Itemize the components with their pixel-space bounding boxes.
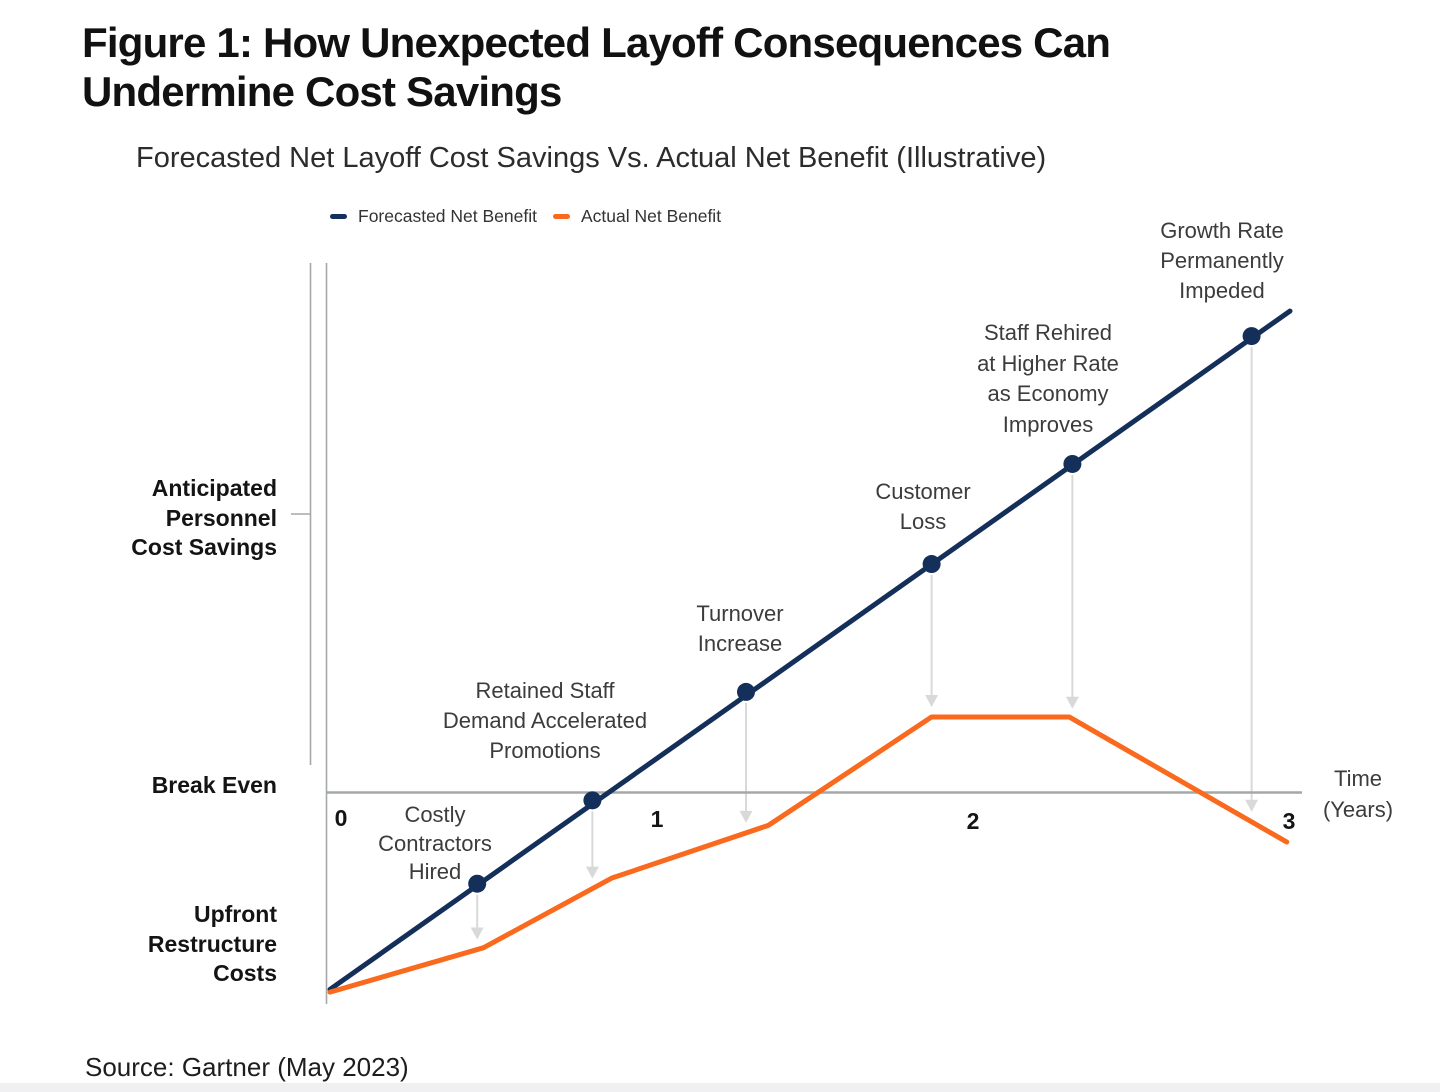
annotation-staff-rehired: Staff Rehired at Higher Rate as Economy … [977,320,1119,438]
actual-net-benefit-line [327,714,1290,995]
y-label-break-even: Break Even [151,772,277,798]
forecast-line-swatch [330,214,347,219]
x-tick-2: 2 [966,808,980,834]
annotation-turnover-increase: Turnover Increase [696,601,784,656]
x-tick-1: 1 [650,806,664,832]
actual-line-swatch [552,214,570,219]
x-tick-0: 0 [334,805,348,831]
y-label-anticipated-savings: Anticipated Personnel Cost Savings [131,475,277,560]
gap-arrow-head [1065,696,1079,709]
x-tick-3: 3 [1282,808,1296,834]
forecast-event-point [922,555,941,574]
source-note: Source: Gartner (May 2023) [85,1052,409,1082]
chart-legend: Forecasted Net Benefit Actual Net Benefi… [330,206,721,227]
gap-arrow-head [1245,799,1259,812]
forecast-event-point [583,791,602,810]
annotation-costly-contractors: Costly Contractors Hired [378,802,492,884]
forecast-event-points [468,327,1261,893]
legend-label-forecast: Forecasted Net Benefit [358,206,537,226]
legend-item-actual: Actual Net Benefit [552,206,722,227]
gap-arrow-head [470,927,484,940]
gap-arrow-head [585,866,599,879]
legend-label-actual: Actual Net Benefit [580,206,722,226]
page-bottom-strip [0,1083,1440,1092]
forecast-event-point [1063,454,1082,473]
gap-arrow-head [925,694,939,707]
annotation-growth-rate: Growth Rate Permanently Impeded [1160,218,1284,303]
chart-title: Forecasted Net Layoff Cost Savings Vs. A… [136,142,1047,174]
legend-item-forecast: Forecasted Net Benefit [330,206,537,227]
gap-arrow-head [739,810,753,823]
forecast-net-benefit-line [327,308,1293,992]
forecast-event-point [468,874,487,893]
annotation-customer-loss: Customer Loss [875,479,971,534]
figure-title: Figure 1: How Unexpected Layoff Conseque… [82,19,1111,115]
forecast-event-point [737,682,755,701]
gap-arrows [470,347,1259,940]
forecast-event-point [1242,327,1261,346]
x-axis-title: Time (Years) [1322,766,1394,822]
annotation-retained-staff: Retained Staff Demand Accelerated Promot… [442,678,648,763]
y-label-upfront-costs: Upfront Restructure Costs [147,901,277,986]
